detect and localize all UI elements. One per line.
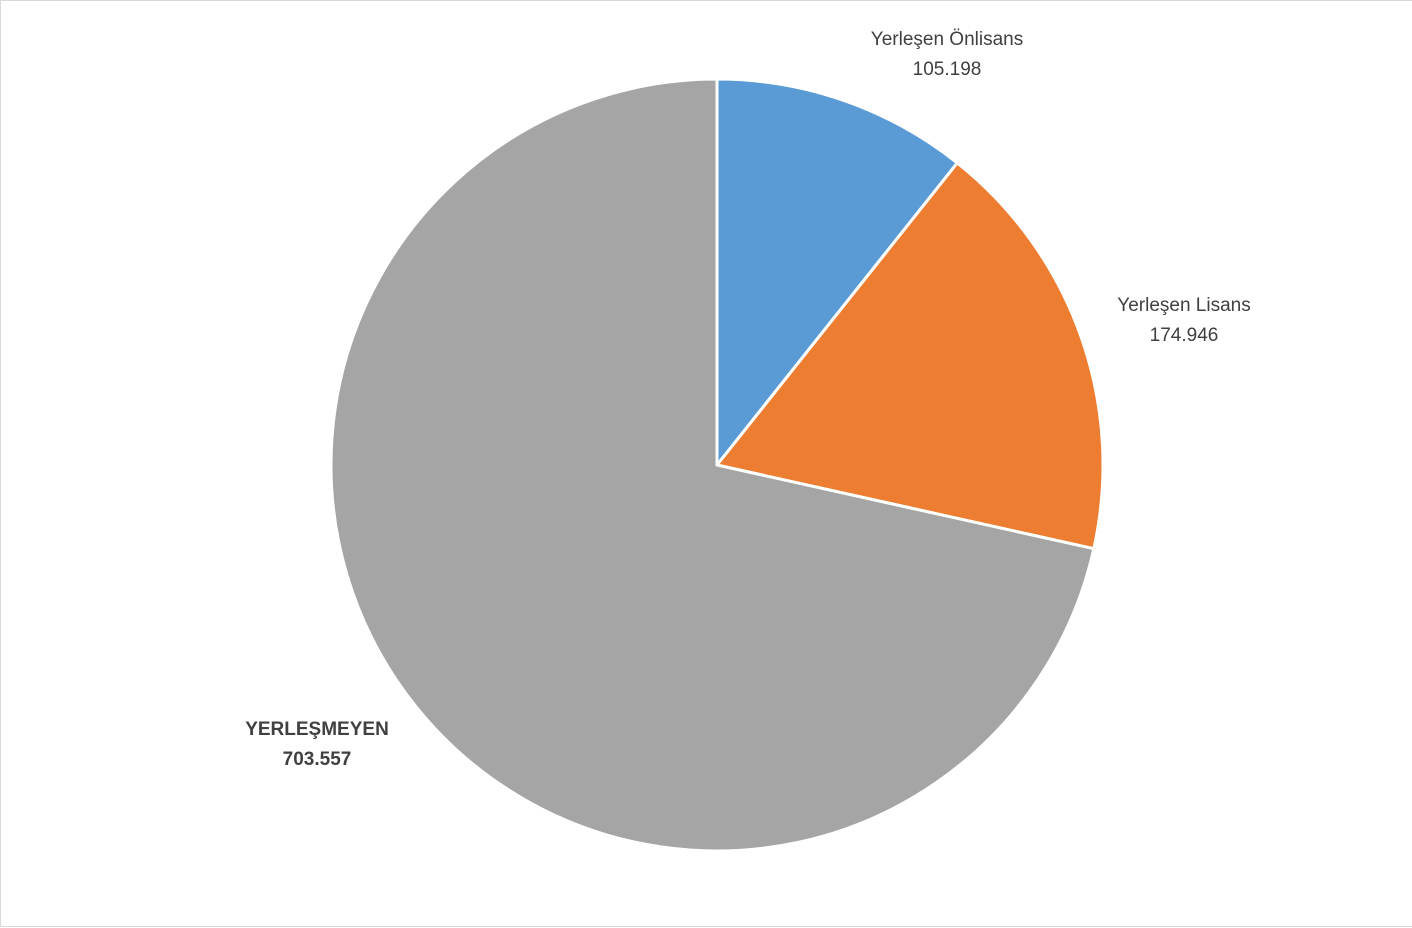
label-name: Yerleşen Lisans	[1117, 295, 1251, 316]
label-value: 703.557	[282, 749, 352, 770]
label-yerlesen-onlisans: Yerleşen Önlisans 105.198	[871, 25, 1023, 85]
pie-slice-1	[715, 161, 1105, 551]
pie-slice-0	[715, 77, 959, 467]
label-value: 174.946	[1149, 325, 1219, 346]
label-value: 105.198	[912, 59, 982, 80]
label-yerlesen-lisans: Yerleşen Lisans 174.946	[1117, 291, 1250, 351]
label-yerlesmeyen: YERLEŞMEYEN 703.557	[245, 715, 389, 775]
label-name: Yerleşen Önlisans	[870, 29, 1024, 50]
pie-slice-2	[329, 77, 1096, 853]
label-name: YERLEŞMEYEN	[245, 719, 389, 740]
